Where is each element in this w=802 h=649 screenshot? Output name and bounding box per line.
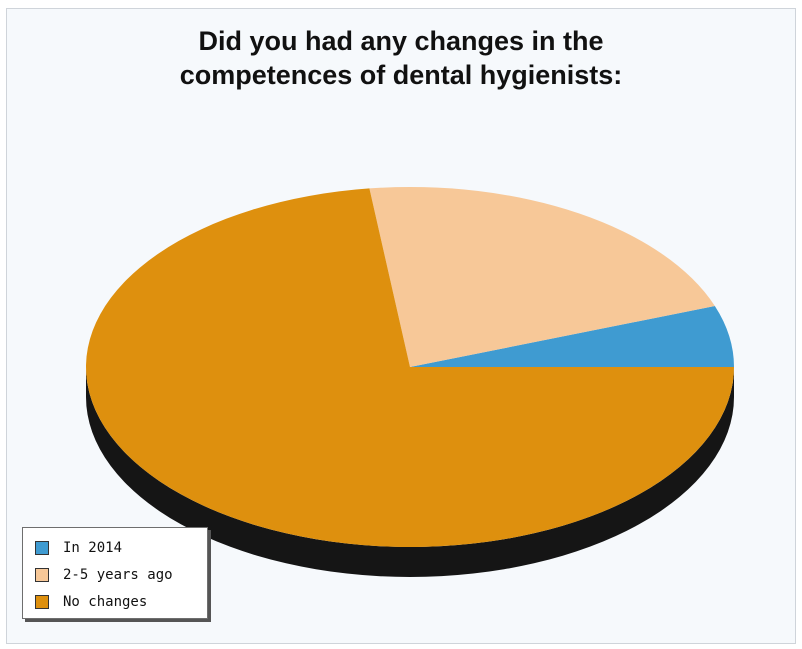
legend-swatch-2-5-years-ago bbox=[35, 567, 49, 582]
pie-depth-side bbox=[86, 367, 734, 577]
legend-label-in-2014: In 2014 bbox=[63, 539, 123, 556]
legend-item-no-changes: No changes bbox=[35, 588, 207, 615]
chart-title: Did you had any changes in the competenc… bbox=[0, 24, 802, 92]
pie-slice-in-2014 bbox=[410, 306, 734, 367]
legend-item-in-2014: In 2014 bbox=[35, 534, 207, 561]
chart-title-line-2: competences of dental hygienists: bbox=[179, 60, 623, 90]
chart-title-line-1: Did you had any changes in the bbox=[198, 26, 604, 56]
pie-slice-no-changes bbox=[86, 188, 734, 547]
legend-item-2-5-years-ago: 2-5 years ago bbox=[35, 561, 207, 588]
pie-slice-2-5-years-ago bbox=[369, 187, 715, 367]
legend-label-2-5-years-ago: 2-5 years ago bbox=[63, 566, 173, 583]
legend-label-no-changes: No changes bbox=[63, 593, 148, 610]
legend: In 2014 2-5 years ago No changes bbox=[22, 527, 208, 619]
legend-swatch-no-changes bbox=[35, 594, 49, 609]
legend-swatch-in-2014 bbox=[35, 540, 49, 555]
